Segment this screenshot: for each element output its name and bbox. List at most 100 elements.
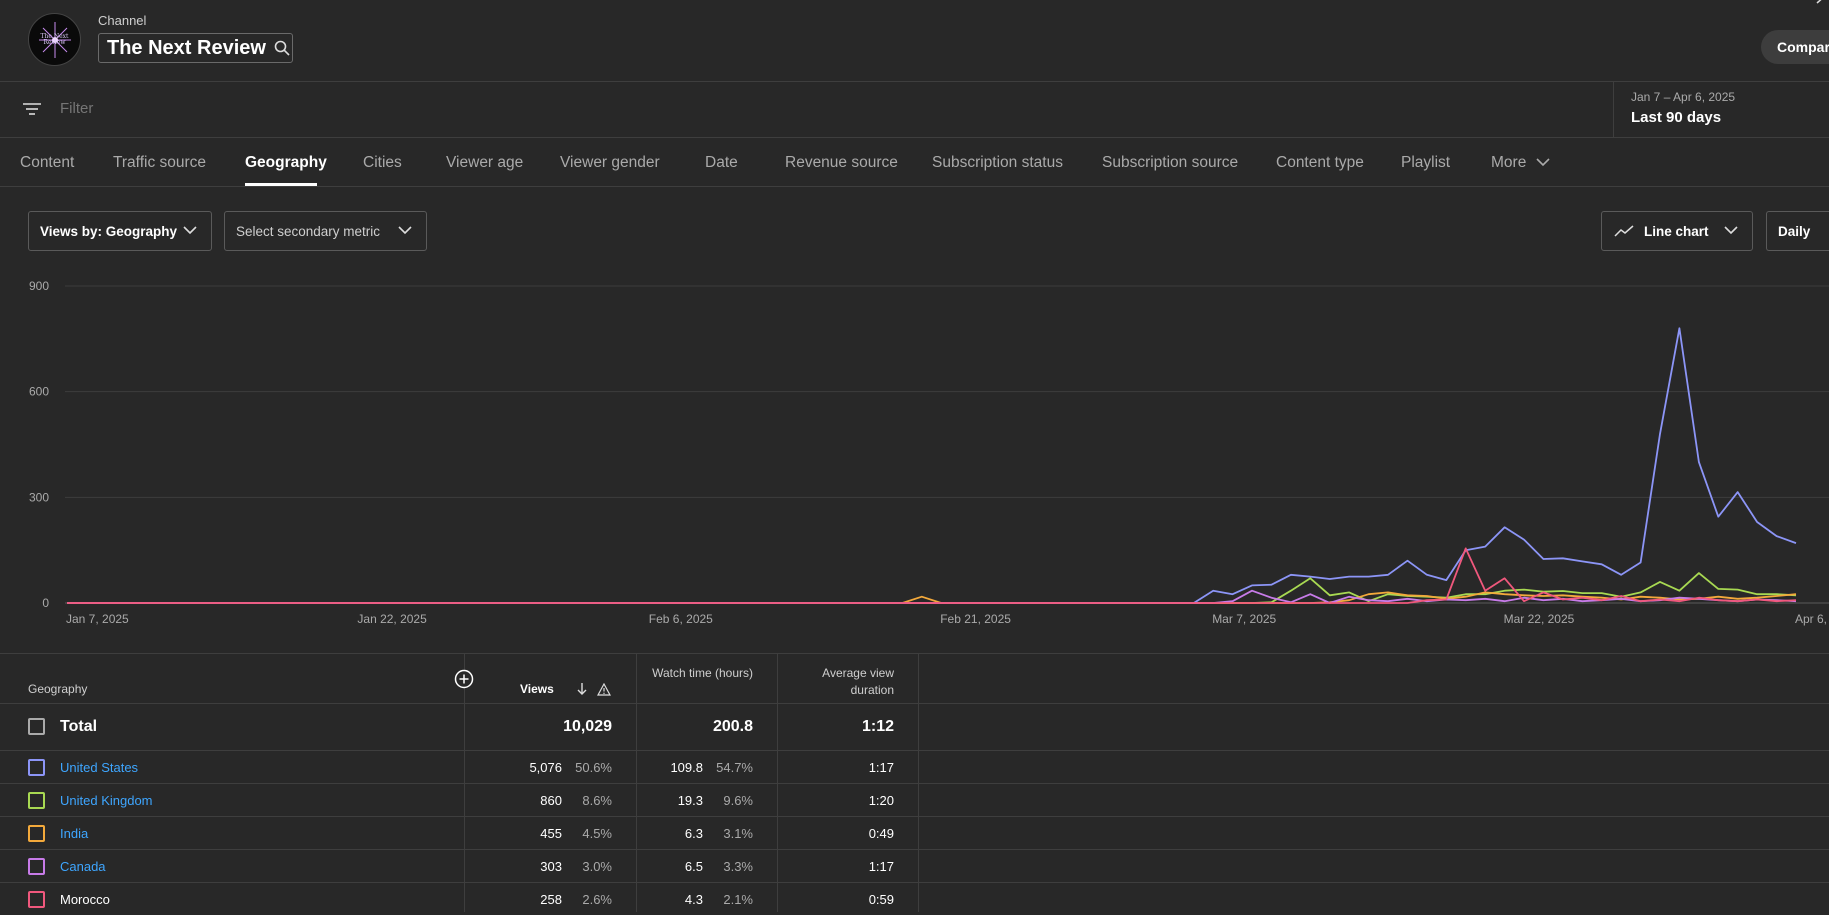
x-tick-label: Jan 7, 2025: [66, 612, 129, 626]
filter-icon[interactable]: [22, 101, 42, 117]
views-percent: 8.6%: [582, 793, 612, 808]
table-row: Canada 303 3.0% 6.5 3.3% 1:17: [0, 849, 1829, 882]
watch-time-percent: 2.1%: [723, 892, 753, 907]
views-percent: 3.0%: [582, 859, 612, 874]
tab-playlist[interactable]: Playlist: [1401, 154, 1451, 171]
tab-geography[interactable]: Geography: [245, 154, 327, 171]
search-icon[interactable]: [274, 40, 290, 56]
compare-button[interactable]: Compare: [1761, 30, 1829, 64]
avg-duration-value: 1:20: [868, 793, 894, 808]
chevron-down-icon: [1536, 158, 1550, 167]
column-header-views-label: Views: [520, 682, 554, 696]
column-header-views[interactable]: Views: [520, 682, 554, 696]
views-value: 860: [540, 793, 562, 808]
total-checkbox[interactable]: [28, 718, 45, 735]
channel-label: Channel: [98, 13, 147, 28]
row-checkbox[interactable]: [28, 792, 45, 809]
x-tick-label: Feb 21, 2025: [940, 612, 1011, 626]
warning-icon[interactable]: [597, 683, 611, 696]
avatar-logo-icon: [39, 22, 71, 58]
y-tick-label: 900: [29, 279, 49, 293]
chart-type-label: Line chart: [1644, 223, 1709, 239]
x-tick-label: Apr 6, 2025: [1795, 612, 1829, 626]
series-line-india: [67, 591, 1797, 604]
watch-time-value: 4.3: [684, 892, 703, 907]
tab-subscription-status[interactable]: Subscription status: [932, 154, 1063, 171]
row-checkbox[interactable]: [28, 891, 45, 908]
geography-name[interactable]: India: [60, 826, 89, 841]
y-tick-label: 0: [42, 596, 49, 610]
geography-name[interactable]: Canada: [60, 859, 106, 874]
secondary-metric-dropdown[interactable]: Select secondary metric: [224, 211, 427, 251]
dimension-tabs: Content Traffic source Geography Cities …: [0, 138, 1829, 187]
geography-name[interactable]: United Kingdom: [60, 793, 153, 808]
y-tick-label: 300: [29, 490, 49, 504]
channel-header: The Next Review Channel The Next Review …: [0, 0, 1829, 82]
channel-name: The Next Review: [107, 36, 266, 59]
tab-date[interactable]: Date: [705, 154, 738, 171]
chart-type-dropdown[interactable]: Line chart: [1601, 211, 1753, 251]
filter-bar: [0, 82, 1829, 138]
chevron-down-icon: [398, 226, 412, 235]
row-checkbox[interactable]: [28, 825, 45, 842]
views-value: 258: [540, 892, 562, 907]
total-views: 10,029: [563, 718, 612, 735]
avg-duration-value: 0:49: [868, 826, 894, 841]
geography-table: Geography Views Watch time (hours) Avera…: [0, 653, 1829, 912]
watch-time-value: 6.5: [684, 859, 703, 874]
chart-svg: 0 300 600 900 Jan 7, 2025 Jan 22, 2025 Feb 6, …: [29, 279, 1829, 626]
channel-picker[interactable]: The Next Review: [98, 33, 293, 63]
corner-arrow-icon: [1816, 0, 1822, 4]
x-tick-label: Jan 22, 2025: [357, 612, 427, 626]
views-value: 5,076: [529, 760, 562, 775]
active-tab-indicator: [245, 183, 317, 186]
total-label: Total: [60, 718, 98, 735]
primary-metric-dropdown[interactable]: Views by: Geography: [28, 211, 212, 251]
add-column-icon[interactable]: [454, 669, 474, 689]
series-line-morocco: [67, 547, 1797, 604]
date-range-label: Last 90 days: [1631, 109, 1722, 126]
views-percent: 4.5%: [582, 826, 612, 841]
date-range-dates: Jan 7 – Apr 6, 2025: [1631, 90, 1736, 104]
tab-viewer-age[interactable]: Viewer age: [446, 154, 524, 171]
x-tick-label: Feb 6, 2025: [649, 612, 713, 626]
chevron-down-icon: [1724, 226, 1738, 235]
column-header-geography: Geography: [28, 682, 88, 696]
avg-duration-value: 1:17: [868, 859, 894, 874]
sort-down-icon[interactable]: [576, 682, 588, 696]
line-chart-icon: [1614, 225, 1634, 237]
x-tick-label: Mar 7, 2025: [1212, 612, 1276, 626]
channel-avatar[interactable]: The Next Review: [28, 13, 81, 66]
geography-name: Morocco: [60, 892, 110, 907]
series-line-canada: [67, 589, 1797, 604]
tab-revenue-source[interactable]: Revenue source: [785, 154, 898, 171]
watch-time-value: 19.3: [677, 793, 703, 808]
table-row: United Kingdom 860 8.6% 19.3 9.6% 1:20: [0, 783, 1829, 816]
tab-viewer-gender[interactable]: Viewer gender: [560, 154, 660, 171]
series-line-united-states: [67, 327, 1797, 604]
granularity-dropdown[interactable]: Daily: [1766, 211, 1829, 251]
table-row: India 455 4.5% 6.3 3.1% 0:49: [0, 816, 1829, 849]
table-row: United States 5,076 50.6% 109.8 54.7% 1:17: [0, 750, 1829, 783]
x-tick-label: Mar 22, 2025: [1504, 612, 1575, 626]
geography-name[interactable]: United States: [60, 760, 139, 775]
watch-time-percent: 3.3%: [723, 859, 753, 874]
chevron-down-icon: [183, 226, 197, 235]
views-value: 455: [540, 826, 562, 841]
date-range-picker[interactable]: Jan 7 – Apr 6, 2025 Last 90 days: [1613, 82, 1829, 138]
tab-content[interactable]: Content: [20, 154, 75, 171]
tab-traffic-source[interactable]: Traffic source: [113, 154, 207, 171]
row-checkbox[interactable]: [28, 759, 45, 776]
tab-cities[interactable]: Cities: [363, 154, 402, 171]
row-checkbox[interactable]: [28, 858, 45, 875]
table-row: Morocco 258 2.6% 4.3 2.1% 0:59: [0, 882, 1829, 915]
tab-more-label: More: [1491, 154, 1527, 171]
granularity-label: Daily: [1778, 223, 1811, 239]
views-line-chart: 0 300 600 900 Jan 7, 2025 Jan 22, 2025 Feb 6, …: [0, 270, 1829, 630]
tab-subscription-source[interactable]: Subscription source: [1102, 154, 1239, 171]
filter-input[interactable]: [60, 100, 560, 117]
total-watch-time: 200.8: [712, 718, 753, 735]
tab-content-type[interactable]: Content type: [1276, 154, 1364, 171]
tab-more[interactable]: More: [1491, 154, 1550, 172]
column-header-avg-duration: Average view duration: [822, 666, 894, 697]
